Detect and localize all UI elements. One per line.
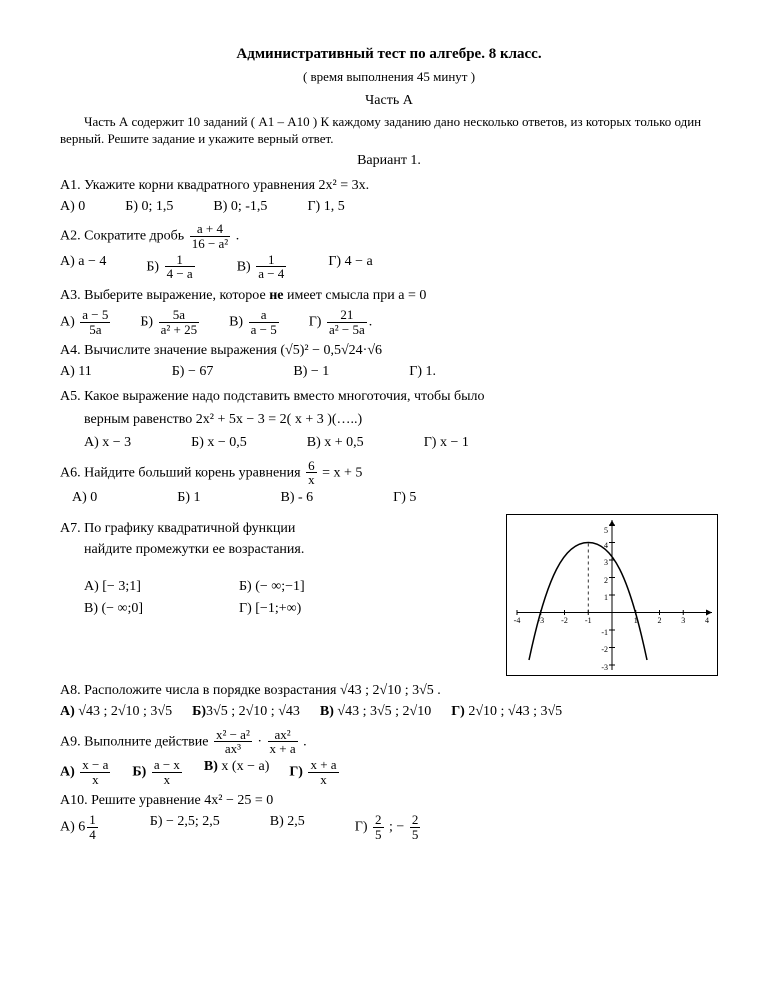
svg-text:4: 4 bbox=[705, 616, 709, 625]
svg-text:-2: -2 bbox=[561, 616, 568, 625]
a7-question-l1: А7. По графику квадратичной функции bbox=[60, 520, 486, 539]
a4-opt-g: Г) 1. bbox=[409, 363, 436, 382]
a8-question: А8. Расположите числа в порядке возраста… bbox=[60, 682, 718, 701]
a8-opt-c: В) √43 ; 3√5 ; 2√10 bbox=[320, 703, 431, 722]
svg-text:-1: -1 bbox=[601, 628, 608, 637]
a4-opt-c: В) − 1 bbox=[293, 363, 329, 382]
a6-opt-c: В) - 6 bbox=[280, 489, 313, 508]
svg-text:2: 2 bbox=[604, 576, 608, 585]
a4-options: А) 11 Б) − 67 В) − 1 Г) 1. bbox=[60, 363, 718, 382]
a2-opt-c: В) 1a − 4 bbox=[237, 253, 289, 281]
a7-question-l2: найдите промежутки ее возрастания. bbox=[84, 541, 486, 560]
a1-options: А) 0 Б) 0; 1,5 В) 0; -1,5 Г) 1, 5 bbox=[60, 198, 718, 217]
a5-opt-a: А) x − 3 bbox=[84, 434, 131, 453]
a9-opt-c: В) x (x − a) bbox=[204, 758, 269, 786]
a10-question: А10. Решите уравнение 4x² − 25 = 0 bbox=[60, 792, 718, 811]
a2-frac: a + 416 − a² bbox=[190, 222, 231, 250]
a8-options: А) √43 ; 2√10 ; 3√5 Б)3√5 ; 2√10 ; √43 В… bbox=[60, 703, 718, 722]
a1-question: А1. Укажите корни квадратного уравнения … bbox=[60, 177, 718, 196]
svg-text:1: 1 bbox=[604, 593, 608, 602]
a2-opt-a: А) a − 4 bbox=[60, 253, 106, 281]
svg-text:-1: -1 bbox=[585, 616, 592, 625]
a5-question-l1: А5. Какое выражение надо подставить вмес… bbox=[60, 388, 718, 407]
a10-opt-a: А) 614 bbox=[60, 813, 100, 841]
svg-text:-3: -3 bbox=[601, 663, 608, 672]
a5-opt-c: В) x + 0,5 bbox=[307, 434, 364, 453]
a7-opt-b: Б) (− ∞;−1] bbox=[239, 578, 364, 597]
a9-opt-g: Г) x + ax bbox=[289, 758, 340, 786]
a10-opt-c: В) 2,5 bbox=[270, 813, 305, 841]
a5-opt-g: Г) x − 1 bbox=[424, 434, 469, 453]
a9-options: А) x − ax Б) a − xx В) x (x − a) Г) x + … bbox=[60, 758, 718, 786]
a10-opt-b: Б) − 2,5; 2,5 bbox=[150, 813, 220, 841]
a8-opt-g: Г) 2√10 ; √43 ; 3√5 bbox=[451, 703, 562, 722]
doc-title: Административный тест по алгебре. 8 клас… bbox=[60, 44, 718, 64]
a2-opt-b: Б) 14 − a bbox=[146, 253, 196, 281]
a5-question-l2: верным равенство 2x² + 5x − 3 = 2( x + 3… bbox=[84, 411, 718, 430]
a1-opt-b: Б) 0; 1,5 bbox=[125, 198, 173, 217]
a3-question: А3. Выберите выражение, которое не имеет… bbox=[60, 287, 718, 306]
a9-opt-b: Б) a − xx bbox=[132, 758, 184, 786]
a3-opt-c: В) aa − 5 bbox=[229, 308, 281, 336]
part-a-head: Часть А bbox=[60, 92, 718, 111]
a6-opt-g: Г) 5 bbox=[393, 489, 416, 508]
svg-text:-2: -2 bbox=[601, 645, 608, 654]
a7-opt-c: В) (− ∞;0] bbox=[84, 600, 209, 619]
a3-opt-a: А) a − 55a bbox=[60, 308, 112, 336]
a6-question: А6. Найдите больший корень уравнения 6x … bbox=[60, 459, 718, 487]
a6-opt-a: А) 0 bbox=[72, 489, 97, 508]
a1-opt-c: В) 0; -1,5 bbox=[213, 198, 267, 217]
a3-options: А) a − 55a Б) 5aa² + 25 В) aa − 5 Г) 21a… bbox=[60, 308, 718, 336]
svg-text:2: 2 bbox=[658, 616, 662, 625]
a9-opt-a: А) x − ax bbox=[60, 758, 112, 786]
svg-text:-4: -4 bbox=[514, 616, 521, 625]
a9-question: А9. Выполните действие x² − a²ax³ · ax²x… bbox=[60, 728, 718, 756]
a8-opt-b: Б)3√5 ; 2√10 ; √43 bbox=[192, 703, 300, 722]
a7-opt-a: А) [− 3;1] bbox=[84, 578, 209, 597]
a2-question: А2. Сократите дробь a + 416 − a² . bbox=[60, 222, 718, 250]
a8-opt-a: А) √43 ; 2√10 ; 3√5 bbox=[60, 703, 172, 722]
a2-opt-g: Г) 4 − a bbox=[328, 253, 372, 281]
a2-q-text: А2. Сократите дробь bbox=[60, 229, 188, 244]
a1-opt-g: Г) 1, 5 bbox=[307, 198, 344, 217]
a7-row: А7. По графику квадратичной функции найд… bbox=[60, 514, 718, 676]
doc-time: ( время выполнения 45 минут ) bbox=[60, 68, 718, 86]
svg-text:3: 3 bbox=[681, 616, 685, 625]
a7-graph: -4 -3 -2 -1 1 2 3 4 5 4 3 2 1 -1 -2 -3 bbox=[506, 514, 718, 676]
a4-opt-a: А) 11 bbox=[60, 363, 92, 382]
variant: Вариант 1. bbox=[60, 152, 718, 171]
a5-opt-b: Б) x − 0,5 bbox=[191, 434, 247, 453]
a4-opt-b: Б) − 67 bbox=[172, 363, 214, 382]
a3-opt-b: Б) 5aa² + 25 bbox=[140, 308, 201, 336]
svg-text:3: 3 bbox=[604, 558, 608, 567]
a6-options: А) 0 Б) 1 В) - 6 Г) 5 bbox=[72, 489, 718, 508]
a5-options: А) x − 3 Б) x − 0,5 В) x + 0,5 Г) x − 1 bbox=[84, 434, 718, 453]
a2-options: А) a − 4 Б) 14 − a В) 1a − 4 Г) 4 − a bbox=[60, 253, 718, 281]
svg-text:5: 5 bbox=[604, 526, 608, 535]
a7-opt-g: Г) [−1;+∞) bbox=[239, 600, 364, 619]
a10-opt-g: Г) 25 ; − 25 bbox=[355, 813, 423, 841]
a7-options: А) [− 3;1] Б) (− ∞;−1] В) (− ∞;0] Г) [−1… bbox=[84, 578, 364, 620]
part-a-intro: Часть А содержит 10 заданий ( А1 – А10 )… bbox=[60, 113, 718, 148]
a3-opt-g: Г) 21a² − 5a. bbox=[309, 308, 373, 336]
a4-question: А4. Вычислите значение выражения (√5)² −… bbox=[60, 342, 718, 361]
a10-options: А) 614 Б) − 2,5; 2,5 В) 2,5 Г) 25 ; − 25 bbox=[60, 813, 718, 841]
a6-opt-b: Б) 1 bbox=[177, 489, 200, 508]
a1-opt-a: А) 0 bbox=[60, 198, 85, 217]
